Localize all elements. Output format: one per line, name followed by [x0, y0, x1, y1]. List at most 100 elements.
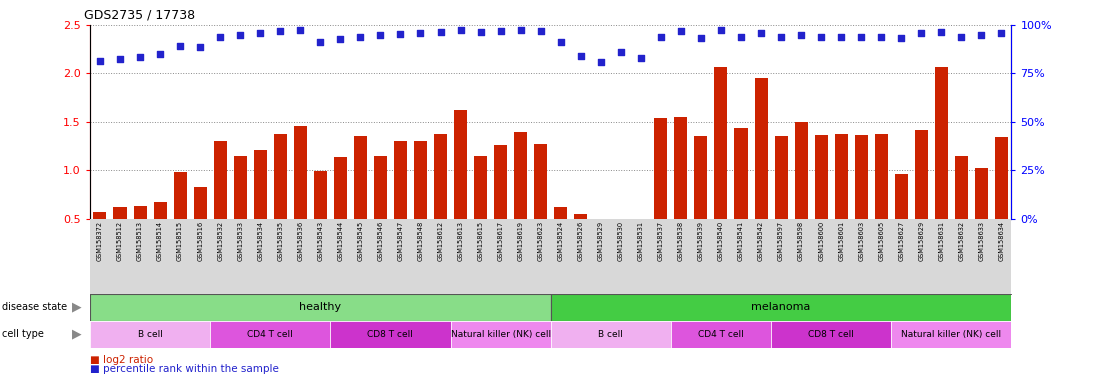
Bar — [534, 144, 547, 267]
Bar — [211, 321, 330, 348]
Bar — [755, 78, 768, 267]
Point — [271, 28, 289, 34]
Bar — [794, 122, 807, 267]
Bar — [333, 157, 347, 267]
Text: GSM158597: GSM158597 — [778, 221, 784, 261]
Bar — [474, 156, 487, 267]
Text: GSM158613: GSM158613 — [457, 221, 464, 261]
Bar — [554, 207, 567, 267]
Point — [652, 33, 669, 40]
Bar — [434, 134, 448, 267]
Text: CD8 T cell: CD8 T cell — [808, 329, 855, 339]
Bar — [214, 141, 227, 267]
Bar — [234, 156, 247, 267]
Text: GSM158535: GSM158535 — [278, 221, 283, 261]
Text: GSM158538: GSM158538 — [678, 221, 683, 261]
Point — [312, 39, 329, 45]
Point — [632, 55, 649, 61]
Point — [372, 31, 389, 38]
Bar — [330, 321, 451, 348]
Bar — [454, 110, 467, 267]
Text: ■ percentile rank within the sample: ■ percentile rank within the sample — [90, 364, 279, 374]
Point — [292, 27, 309, 33]
Point — [952, 33, 970, 40]
Bar — [835, 134, 848, 267]
Bar — [954, 156, 968, 267]
Text: GSM158543: GSM158543 — [317, 221, 324, 261]
Bar — [735, 128, 747, 267]
Point — [592, 59, 610, 65]
Bar — [194, 187, 206, 267]
Text: melanoma: melanoma — [751, 302, 811, 312]
Bar — [694, 136, 708, 267]
Point — [91, 58, 109, 64]
Text: GSM158545: GSM158545 — [358, 221, 363, 262]
Text: GSM158547: GSM158547 — [397, 221, 404, 262]
Text: Natural killer (NK) cell: Natural killer (NK) cell — [902, 329, 1002, 339]
Text: disease state: disease state — [2, 302, 67, 312]
Bar — [714, 67, 727, 267]
Text: GSM158631: GSM158631 — [938, 221, 945, 261]
Point — [352, 33, 370, 40]
Point — [772, 33, 790, 40]
Point — [212, 33, 229, 40]
Text: GSM158533: GSM158533 — [237, 221, 244, 261]
Text: GSM158623: GSM158623 — [538, 221, 544, 261]
Text: GSM158542: GSM158542 — [758, 221, 764, 262]
Bar — [93, 212, 106, 267]
Point — [913, 30, 930, 36]
Point — [532, 28, 550, 34]
Text: GSM158536: GSM158536 — [297, 221, 303, 261]
Point — [491, 28, 509, 34]
Bar — [855, 134, 868, 267]
Bar — [253, 150, 267, 267]
Text: GSM158601: GSM158601 — [838, 221, 845, 261]
Bar — [574, 214, 587, 267]
Point — [872, 33, 890, 40]
Text: CD4 T cell: CD4 T cell — [698, 329, 744, 339]
Point — [672, 28, 690, 34]
Text: GSM158513: GSM158513 — [137, 221, 143, 261]
Point — [813, 33, 830, 40]
Point — [833, 33, 850, 40]
Point — [753, 30, 770, 36]
Bar — [891, 321, 1011, 348]
Bar — [494, 145, 507, 267]
Bar — [314, 171, 327, 267]
Point — [231, 31, 249, 38]
Point — [732, 33, 749, 40]
Point — [973, 31, 991, 38]
Bar — [354, 136, 366, 267]
Bar — [915, 130, 928, 267]
Bar — [975, 169, 988, 267]
Text: B cell: B cell — [598, 329, 623, 339]
Bar — [654, 118, 667, 267]
Text: GSM158524: GSM158524 — [557, 221, 564, 262]
Text: GSM158615: GSM158615 — [477, 221, 484, 261]
Point — [191, 44, 208, 50]
Point — [411, 30, 429, 36]
Text: GSM158617: GSM158617 — [498, 221, 504, 261]
Point — [712, 27, 730, 33]
Text: GSM158514: GSM158514 — [157, 221, 163, 261]
Point — [612, 49, 630, 55]
Text: GSM158612: GSM158612 — [438, 221, 443, 261]
Bar — [774, 136, 788, 267]
Text: GSM158531: GSM158531 — [637, 221, 644, 261]
Text: ■ log2 ratio: ■ log2 ratio — [90, 355, 154, 365]
Bar — [514, 132, 528, 267]
Point — [432, 29, 450, 35]
Point — [171, 43, 189, 50]
Point — [993, 30, 1010, 36]
Bar — [154, 202, 167, 267]
Bar — [134, 206, 147, 267]
Text: GSM158600: GSM158600 — [818, 221, 824, 262]
Text: GSM158603: GSM158603 — [858, 221, 864, 261]
Point — [472, 29, 489, 35]
Bar — [294, 126, 307, 267]
Text: GSM158541: GSM158541 — [738, 221, 744, 261]
Point — [932, 29, 950, 35]
Text: GSM158532: GSM158532 — [217, 221, 223, 261]
Bar — [771, 321, 891, 348]
Text: GSM158372: GSM158372 — [97, 221, 103, 261]
